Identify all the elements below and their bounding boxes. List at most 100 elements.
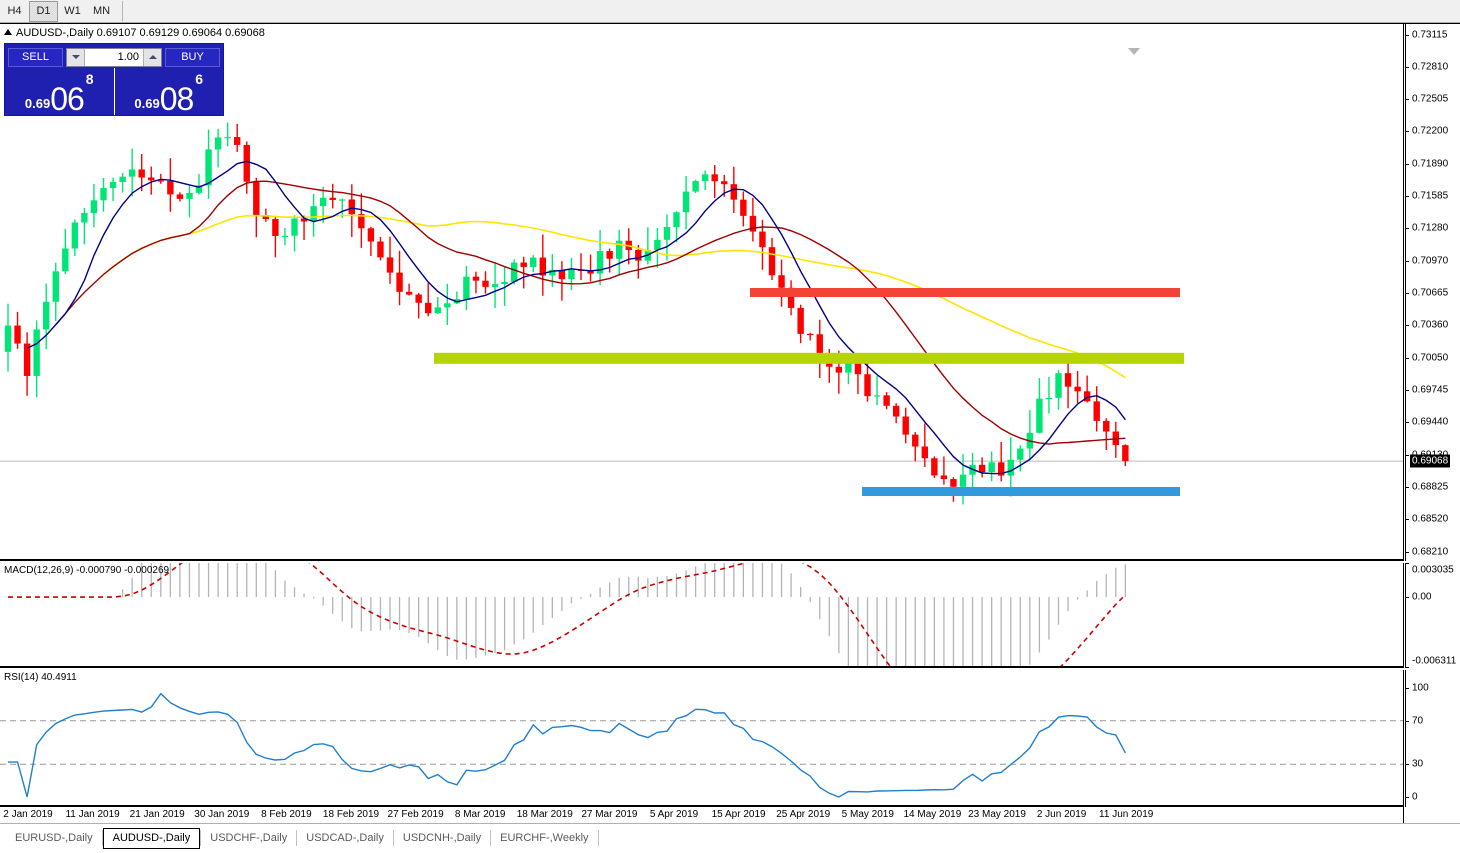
price-tick <box>1405 35 1409 37</box>
timeframe-button-h4[interactable]: H4 <box>7 5 22 17</box>
candle-body <box>1007 459 1014 476</box>
mid-level-line[interactable] <box>434 352 1184 364</box>
candle-body <box>367 228 375 242</box>
timeframe-button-d1[interactable]: D1 <box>29 0 58 22</box>
symbol-tab-eurusd[interactable]: EURUSD-,Daily <box>15 832 93 844</box>
candle-body <box>425 302 432 314</box>
candle-body <box>14 325 21 344</box>
timeframe-button-mn[interactable]: MN <box>93 5 111 17</box>
price-tick <box>1405 67 1409 69</box>
time-tick-label: 25 Apr 2019 <box>776 809 831 820</box>
candle-body <box>721 181 728 185</box>
chevron-down-icon <box>71 55 80 59</box>
support-line[interactable] <box>862 487 1180 497</box>
candle-body <box>339 199 346 201</box>
candle-body <box>310 206 317 222</box>
price-axis[interactable]: 0.73115 0.72810 0.72505 0.72200 0.71890 0.715… <box>1405 24 1460 561</box>
symbol-tab-usdcad[interactable]: USDCAD-,Daily <box>306 832 384 844</box>
timeframe-button-w1[interactable]: W1 <box>64 5 81 17</box>
volume-input[interactable]: 1.00 <box>117 51 139 63</box>
candle-body <box>730 184 737 200</box>
symbol-tab-usdcnh[interactable]: USDCNH-,Daily <box>402 832 482 844</box>
sell-price-prefix: 0.69 <box>24 96 51 111</box>
price-tick-label: 0.68520 <box>1412 513 1449 525</box>
candle-body <box>43 301 50 330</box>
candle-body <box>797 307 804 334</box>
candle-body <box>148 177 155 181</box>
candle-body <box>549 269 556 276</box>
price-tick <box>1405 131 1409 133</box>
rsi-tick <box>1405 688 1409 689</box>
rsi-tick-label: 0 <box>1412 791 1418 803</box>
volume-stepper[interactable]: 1.00 <box>66 47 162 67</box>
tab-divider <box>597 830 599 846</box>
buy-price-display[interactable]: 0.69 08 6 <box>115 68 224 115</box>
price-tick-label: 0.68825 <box>1412 481 1449 493</box>
chart-quote-text: AUDUSD-,Daily 0.69107 0.69129 0.69064 0.… <box>16 27 265 39</box>
buy-button[interactable]: BUY <box>165 47 220 67</box>
collapse-triangle-icon[interactable] <box>4 29 12 35</box>
buy-price-big: 08 <box>159 80 195 117</box>
candle-body <box>281 235 289 237</box>
candle-body <box>491 284 499 287</box>
symbol-tab-eurchf[interactable]: EURCHF-,Weekly <box>500 832 589 844</box>
price-tick <box>1405 422 1409 423</box>
candle-body <box>195 185 203 193</box>
candle-body <box>787 287 795 308</box>
price-tick-label: 0.70970 <box>1412 255 1449 267</box>
sell-button[interactable]: SELL <box>8 47 63 67</box>
candle-body <box>635 249 642 261</box>
symbol-tab-audusd[interactable]: AUDUSD-,Daily <box>102 827 201 849</box>
toolbar-divider <box>122 1 124 21</box>
candle-body <box>854 362 862 375</box>
one-click-trading-panel[interactable]: SELL 1.00 BUY 0.69 06 8 0.69 08 6 <box>4 43 224 116</box>
candle-body <box>1064 373 1072 387</box>
rsi-pane[interactable]: RSI(14) 40.4911 <box>0 670 1404 807</box>
candle-body <box>1055 373 1062 398</box>
macd-pane[interactable]: MACD(12,26,9) -0.000790 -0.000269 <box>0 563 1404 668</box>
candle-body <box>128 169 136 177</box>
price-chart-svg <box>0 122 1403 505</box>
candle-body <box>902 416 909 435</box>
candle-body <box>998 462 1005 476</box>
resistance-line[interactable] <box>750 288 1180 297</box>
candle-body <box>663 227 671 240</box>
rsi-axis: 100 70 30 0 <box>1405 670 1460 807</box>
macd-tick <box>1405 667 1409 668</box>
candle-body <box>434 307 441 314</box>
oct-controls-row: SELL 1.00 BUY <box>5 44 223 68</box>
price-tick-label: 0.72200 <box>1412 125 1449 137</box>
price-tick-label: 0.70360 <box>1412 319 1449 331</box>
price-tick <box>1405 325 1409 327</box>
ma-fast-line <box>26 160 1126 475</box>
time-tick-label: 14 May 2019 <box>903 809 962 820</box>
time-tick-label: 11 Jun 2019 <box>1099 809 1154 820</box>
candle-body <box>319 197 327 207</box>
candle-body <box>272 219 279 237</box>
candle-body <box>234 137 241 145</box>
candle-body <box>71 222 79 249</box>
candle-body <box>253 181 260 216</box>
sell-price-display[interactable]: 0.69 06 8 <box>5 68 115 115</box>
price-tick-label: 0.73115 <box>1412 29 1448 41</box>
candle-body <box>1036 398 1043 433</box>
symbol-tab-usdchf[interactable]: USDCHF-,Daily <box>210 832 288 844</box>
price-chart-canvas[interactable] <box>0 24 1404 561</box>
candle-body <box>673 212 680 228</box>
candle-body <box>740 199 747 216</box>
candle-body <box>176 194 184 199</box>
price-tick <box>1405 293 1409 295</box>
time-axis[interactable]: 2 Jan 2019 11 Jan 2019 21 Jan 2019 30 Jan 2… <box>0 807 1404 825</box>
volume-decrease-button[interactable] <box>67 48 85 66</box>
price-tick-label: 0.69745 <box>1412 384 1449 396</box>
candle-body <box>157 180 164 182</box>
candle-body <box>291 218 298 236</box>
candle-body <box>405 291 413 295</box>
candle-body <box>768 247 776 276</box>
volume-increase-button[interactable] <box>143 48 161 66</box>
candle-body <box>396 272 403 292</box>
price-tick-label: 0.70050 <box>1412 352 1449 364</box>
price-tick <box>1405 454 1409 456</box>
price-tick-label: 0.69440 <box>1412 416 1449 428</box>
